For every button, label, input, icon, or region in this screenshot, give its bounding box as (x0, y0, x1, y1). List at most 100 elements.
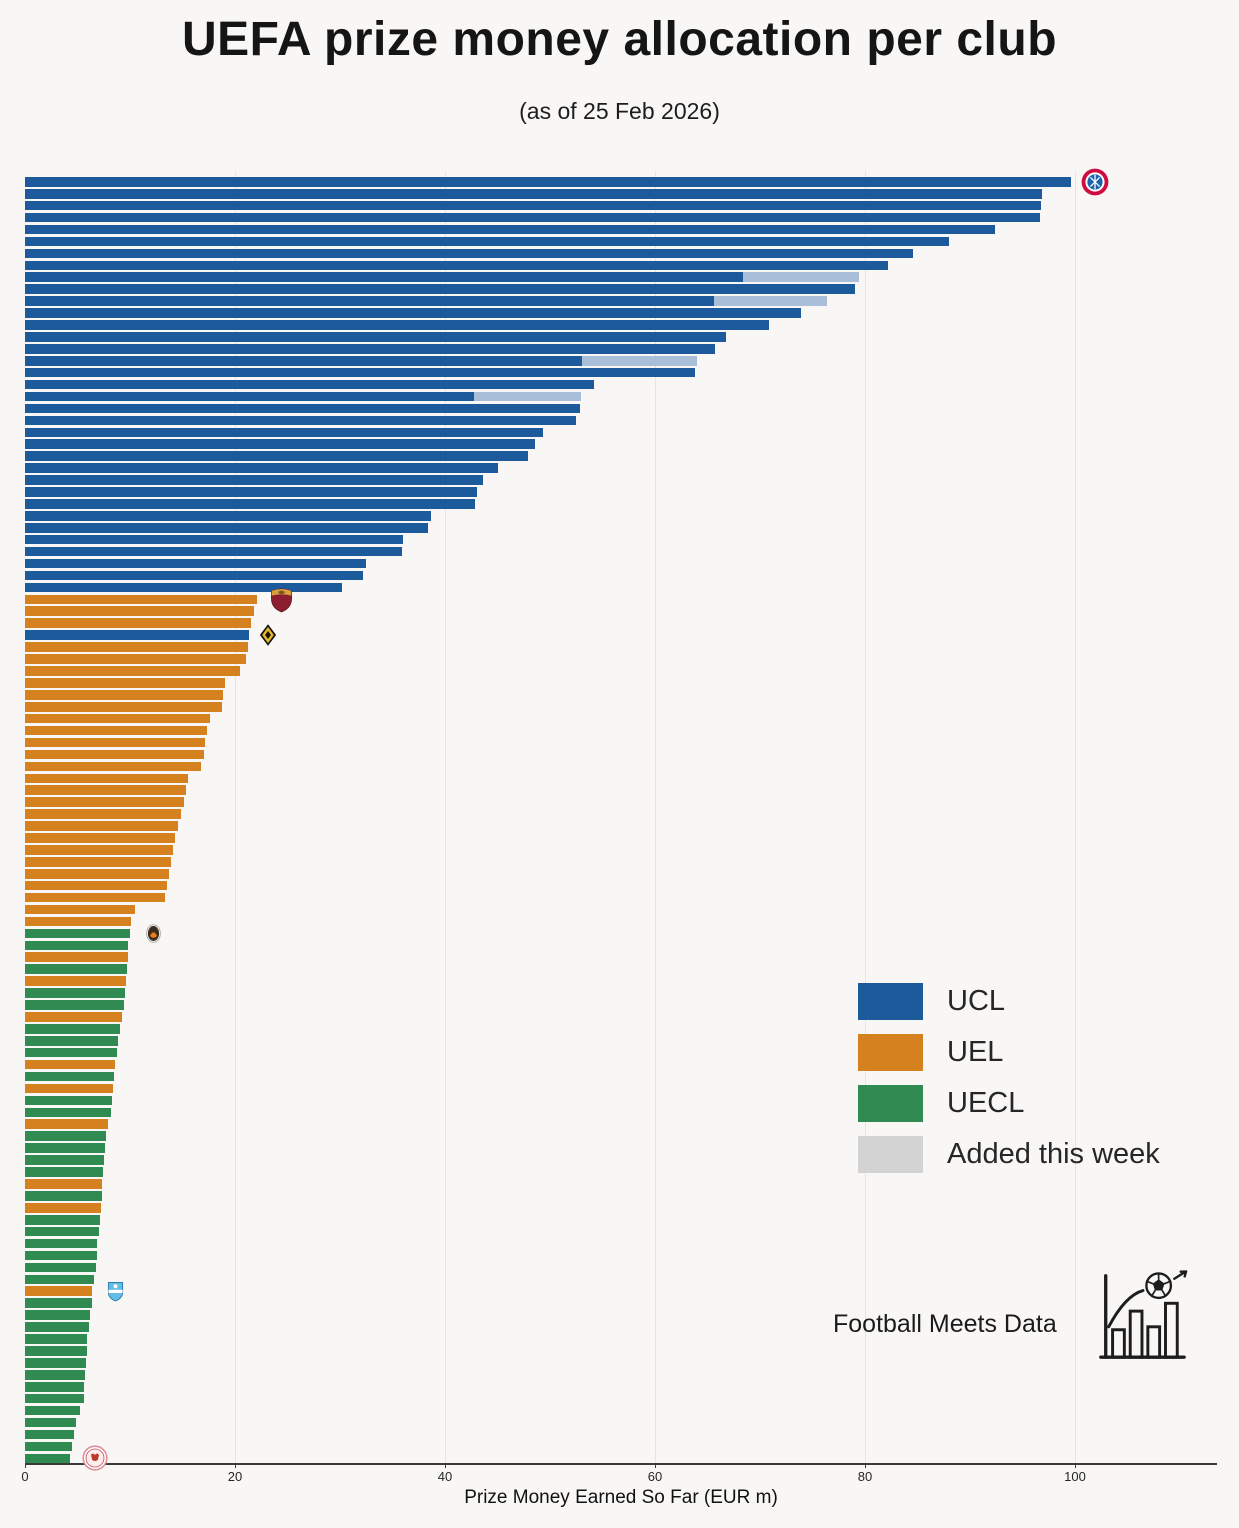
bar-uel-rank-53 (25, 797, 184, 807)
bar-uel-rank-85 (25, 1179, 102, 1189)
gridline-x-20 (235, 171, 236, 1463)
legend-label-uel: UEL (947, 1036, 1004, 1068)
bar-uel-rank-80 (25, 1119, 108, 1130)
bar-uel-rank-51 (25, 773, 188, 784)
bar-uecl-rank-108 (25, 1453, 71, 1464)
bar-ucl-rank-27 (25, 487, 477, 497)
bar-uecl-rank-69 (25, 988, 125, 998)
bar-uel-rank-50 (25, 761, 202, 772)
legend-label-added: Added this week (947, 1138, 1160, 1170)
bar-uel-rank-58 (25, 857, 171, 867)
bar-uel-rank-40 (25, 642, 248, 652)
legend-swatch-uel (858, 1034, 923, 1071)
bar-ucl-rank-34 (25, 570, 364, 581)
x-tick-label-0: 0 (21, 1469, 29, 1484)
bar-uecl-rank-96 (25, 1310, 91, 1320)
bar-uel-rank-87 (25, 1202, 101, 1213)
bar-uecl-rank-103 (25, 1393, 84, 1404)
bar-ucl-rank-18 (25, 379, 595, 390)
bar-uel-rank-56 (25, 833, 176, 843)
legend: UCL UEL UECL Added this week (858, 983, 1160, 1173)
bar-uel-rank-48 (25, 737, 205, 748)
bar-uel-rank-62 (25, 904, 136, 915)
bar-uel-rank-77 (25, 1083, 114, 1094)
bayern-munich-crest-icon (1081, 168, 1109, 196)
bar-uel-rank-75 (25, 1059, 116, 1070)
bar-ucl-rank-24 (25, 451, 528, 461)
bar-uecl-rank-100 (25, 1358, 86, 1368)
x-tick-mark-20 (235, 1463, 236, 1468)
x-tick-mark-80 (865, 1463, 866, 1468)
bar-uel-rank-71 (25, 1012, 122, 1022)
bar-uecl-rank-88 (25, 1214, 100, 1225)
legend-item-added-this-week: Added this week (858, 1136, 1160, 1173)
bar-uel-rank-41 (25, 654, 246, 664)
page-subtitle: (as of 25 Feb 2026) (519, 98, 720, 124)
legend-swatch-ucl (858, 983, 923, 1020)
bar-uel-rank-37 (25, 606, 254, 617)
bar-ucl-rank-25 (25, 463, 498, 473)
gridline-x-80 (865, 171, 866, 1463)
gridline-x-100 (1075, 171, 1076, 1463)
legend-item-uel: UEL (858, 1034, 1160, 1071)
x-tick-label-60: 60 (647, 1469, 663, 1484)
bar-ucl-rank-11 (25, 296, 714, 306)
x-tick-label-20: 20 (227, 1469, 243, 1484)
shakhtar-donetsk-crest-icon (146, 924, 161, 943)
bar-uecl-rank-82 (25, 1143, 105, 1153)
malmo-ff-crest-icon (107, 1281, 124, 1302)
x-tick-mark-0 (25, 1463, 26, 1468)
bar-ucl-rank-6 (25, 236, 949, 247)
bar-ucl-rank-26 (25, 475, 483, 485)
bar-uecl-rank-72 (25, 1024, 120, 1034)
bar-uel-rank-43 (25, 678, 225, 688)
lincoln-red-imps-crest-icon (82, 1445, 108, 1471)
bar-uecl-rank-89 (25, 1226, 99, 1237)
bar-uecl-rank-78 (25, 1095, 113, 1106)
bar-uecl-rank-67 (25, 964, 127, 974)
bar-ucl-rank-14 (25, 332, 727, 342)
bar-ucl-rank-10 (25, 284, 855, 294)
bar-ucl-rank-16 (25, 355, 582, 366)
bar-uecl-rank-93 (25, 1274, 95, 1285)
bar-added-segment-rank-19 (474, 391, 582, 402)
bar-uecl-rank-95 (25, 1298, 93, 1308)
bar-uecl-rank-105 (25, 1417, 77, 1428)
bar-ucl-rank-31 (25, 534, 403, 545)
bar-added-segment-rank-16 (581, 355, 697, 366)
bar-added-segment-rank-9 (743, 272, 859, 283)
bar-ucl-rank-35 (25, 582, 343, 593)
bar-uel-rank-44 (25, 689, 224, 700)
bar-uecl-rank-97 (25, 1322, 90, 1332)
bar-uel-rank-38 (25, 618, 251, 628)
bar-ucl-rank-33 (25, 558, 367, 569)
bar-ucl-rank-12 (25, 308, 801, 318)
bar-uel-rank-66 (25, 952, 128, 963)
bar-uel-rank-59 (25, 868, 169, 879)
bar-uel-rank-49 (25, 749, 204, 760)
bar-uecl-rank-79 (25, 1107, 112, 1118)
bar-ucl-rank-3 (25, 200, 1042, 211)
bar-ucl-rank-22 (25, 427, 543, 438)
legend-item-ucl: UCL (858, 983, 1160, 1020)
x-tick-mark-60 (655, 1463, 656, 1468)
bar-uel-rank-57 (25, 845, 174, 855)
bar-uel-rank-94 (25, 1286, 93, 1297)
bar-uel-rank-60 (25, 880, 167, 891)
bar-ucl-rank-20 (25, 403, 581, 414)
bar-ucl-rank-1 (25, 177, 1071, 187)
bar-uecl-rank-107 (25, 1441, 73, 1452)
bar-uel-rank-52 (25, 785, 186, 796)
bar-uecl-rank-70 (25, 1000, 124, 1010)
bar-uecl-rank-64 (25, 928, 130, 939)
bar-ucl-rank-28 (25, 499, 476, 509)
bar-uel-rank-61 (25, 892, 165, 903)
bar-ucl-rank-19 (25, 391, 475, 402)
bar-uecl-rank-90 (25, 1238, 98, 1249)
bar-uel-rank-36 (25, 594, 258, 605)
bar-uecl-rank-81 (25, 1131, 106, 1141)
bar-ucl-rank-15 (25, 344, 715, 354)
legend-label-ucl: UCL (947, 985, 1006, 1017)
bar-ucl-rank-21 (25, 415, 577, 426)
bar-uecl-rank-83 (25, 1155, 104, 1165)
